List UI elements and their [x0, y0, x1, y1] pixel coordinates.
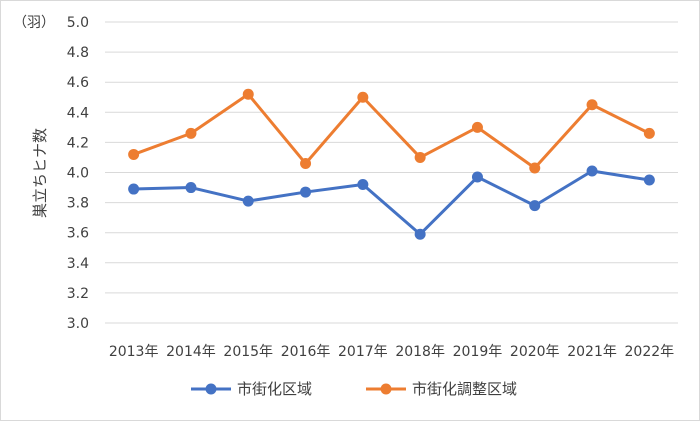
y-tick-labels: 3.0 3.2 3.4 3.6 3.8 4.0 4.2 4.4 4.6 4.8 5.0: [67, 15, 89, 332]
series-lines: [128, 88, 655, 240]
data-point: [529, 162, 541, 174]
x-tick-labels: 2013年 2014年 2015年 2016年 2017年 2018年 2019年 2020年…: [109, 344, 674, 360]
x-tick-label: 2020年: [510, 344, 560, 360]
x-tick-label: 2013年: [109, 344, 159, 360]
y-tick-label: 3.0: [67, 316, 89, 332]
series-1: [128, 165, 655, 240]
x-tick-label: 2021年: [567, 344, 617, 360]
data-point: [471, 121, 483, 133]
y-tick-label: 5.0: [67, 15, 89, 31]
data-point: [185, 182, 197, 194]
y-tick-label: 3.6: [67, 226, 89, 242]
legend-label: 市街化区域: [237, 380, 312, 398]
legend-item: 市街化区域: [191, 380, 312, 398]
data-point: [643, 127, 655, 139]
y-tick-label: 4.0: [67, 166, 89, 182]
data-point: [643, 174, 655, 186]
data-point: [128, 148, 140, 160]
data-point: [471, 171, 483, 183]
x-tick-label: 2019年: [453, 344, 503, 360]
x-tick-label: 2017年: [338, 344, 388, 360]
legend-item: 市街化調整区域: [366, 380, 517, 398]
data-point: [242, 195, 254, 207]
data-point: [300, 157, 312, 169]
y-tick-label: 4.6: [67, 75, 89, 91]
x-tick-label: 2018年: [395, 344, 445, 360]
y-tick-label: 4.8: [67, 45, 89, 61]
data-point: [529, 200, 541, 212]
legend-marker: [205, 383, 217, 395]
x-tick-label: 2014年: [166, 344, 216, 360]
y-tick-label: 4.4: [67, 105, 89, 121]
series-2: [128, 88, 655, 174]
y-tick-label: 3.4: [67, 256, 89, 272]
legend-marker: [380, 383, 392, 395]
data-point: [586, 99, 598, 111]
data-point: [242, 88, 254, 100]
y-tick-label: 3.2: [67, 286, 89, 302]
data-point: [357, 179, 369, 191]
y-axis-title: 巣立ちヒナ数: [31, 128, 49, 218]
x-tick-label: 2022年: [625, 344, 675, 360]
data-point: [357, 91, 369, 103]
y-unit-label: （羽）: [13, 15, 55, 31]
y-tick-label: 4.2: [67, 135, 89, 151]
x-tick-label: 2015年: [223, 344, 273, 360]
data-point: [586, 165, 598, 177]
legend-label: 市街化調整区域: [412, 380, 517, 398]
legend: 市街化区域 市街化調整区域: [191, 380, 517, 398]
grid-lines: [105, 21, 678, 324]
data-point: [414, 228, 426, 240]
y-tick-label: 3.8: [67, 196, 89, 212]
data-point: [300, 186, 312, 198]
series-line: [133, 92, 651, 170]
data-point: [185, 127, 197, 139]
x-tick-label: 2016年: [281, 344, 331, 360]
data-point: [414, 151, 426, 163]
series-line: [133, 169, 650, 236]
data-point: [128, 183, 140, 195]
